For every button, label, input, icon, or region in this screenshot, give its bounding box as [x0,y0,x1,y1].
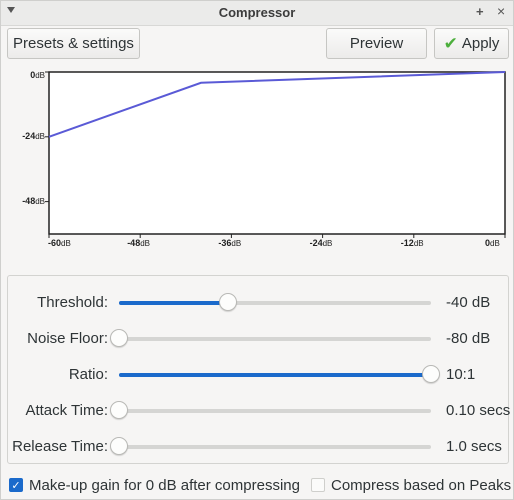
control-label: Release Time: [12,438,108,455]
slider-fill [119,373,431,377]
control-value: -40 dB [446,294,491,311]
presets-settings-label: Presets & settings [13,35,134,52]
slider-handle[interactable] [110,329,128,347]
compression-graph: 0dB -24dB -48dB -60dB -48dB -36dB -24dB -12dB 0… [1,63,514,253]
y-tick-label: -48dB [22,195,45,206]
window-menu-icon[interactable] [7,7,15,13]
slider-handle[interactable] [110,401,128,419]
y-tick-label: -24dB [22,130,45,141]
x-tick-label: 0dB [485,238,500,248]
slider-track[interactable] [119,445,431,449]
slider-track[interactable] [119,409,431,413]
apply-button[interactable]: ✔ Apply [434,28,509,59]
controls-panel: Threshold: -40 dB Noise Floor: -80 dB Ratio:… [7,275,510,465]
control-row: Noise Floor: -80 dB [8,321,510,357]
y-tick-label: 0dB [30,70,45,80]
slider-handle[interactable] [110,437,128,455]
control-label: Noise Floor: [27,330,108,347]
control-row: Threshold: -40 dB [8,285,510,321]
window-title: Compressor [218,5,296,20]
control-row: Release Time: 1.0 secs [8,429,510,465]
control-label: Ratio: [68,366,108,383]
slider-track[interactable] [119,337,431,341]
x-tick-label: -48dB [127,238,150,248]
peaks-option[interactable]: Compress based on Peaks [311,475,511,495]
x-tick-label: -24dB [309,238,333,248]
slider-fill [119,301,229,305]
compress-peaks-label: Compress based on Peaks [331,476,512,494]
control-value: -80 dB [446,330,491,347]
control-label: Attack Time: [25,402,108,419]
slider-track[interactable] [119,301,431,305]
slider-track[interactable] [119,373,431,377]
control-value: 10:1 [446,366,476,383]
compression-curve [48,71,506,138]
control-row: Ratio: 10:1 [8,357,510,393]
presets-settings-button[interactable]: Presets & settings [7,28,140,59]
control-value: 1.0 secs [446,438,502,455]
titlebar: Compressor + × [1,1,513,26]
makeup-gain-checkbox[interactable]: ✓ [9,478,23,492]
x-tick-label: -60dB [48,238,71,248]
compression-curve-plot [45,71,506,238]
preview-label: Preview [349,35,404,52]
pin-icon[interactable]: + [476,4,484,19]
close-icon[interactable]: × [497,3,506,19]
control-value: 0.10 secs [446,402,511,419]
preview-button[interactable]: Preview [326,28,427,59]
makeup-gain-option[interactable]: ✓ Make-up gain for 0 dB after compressin… [9,475,300,495]
x-tick-label: -36dB [218,238,242,248]
apply-label: Apply [461,35,500,52]
makeup-gain-label: Make-up gain for 0 dB after compressing [29,476,300,494]
control-label: Threshold: [37,294,108,311]
checkmark-icon: ✔ [443,33,458,53]
compress-peaks-checkbox[interactable] [311,478,325,492]
plot-frame [48,71,506,235]
control-row: Attack Time: 0.10 secs [8,393,510,429]
slider-handle[interactable] [422,365,440,383]
x-tick-label: -12dB [400,238,424,248]
slider-handle[interactable] [219,293,238,311]
